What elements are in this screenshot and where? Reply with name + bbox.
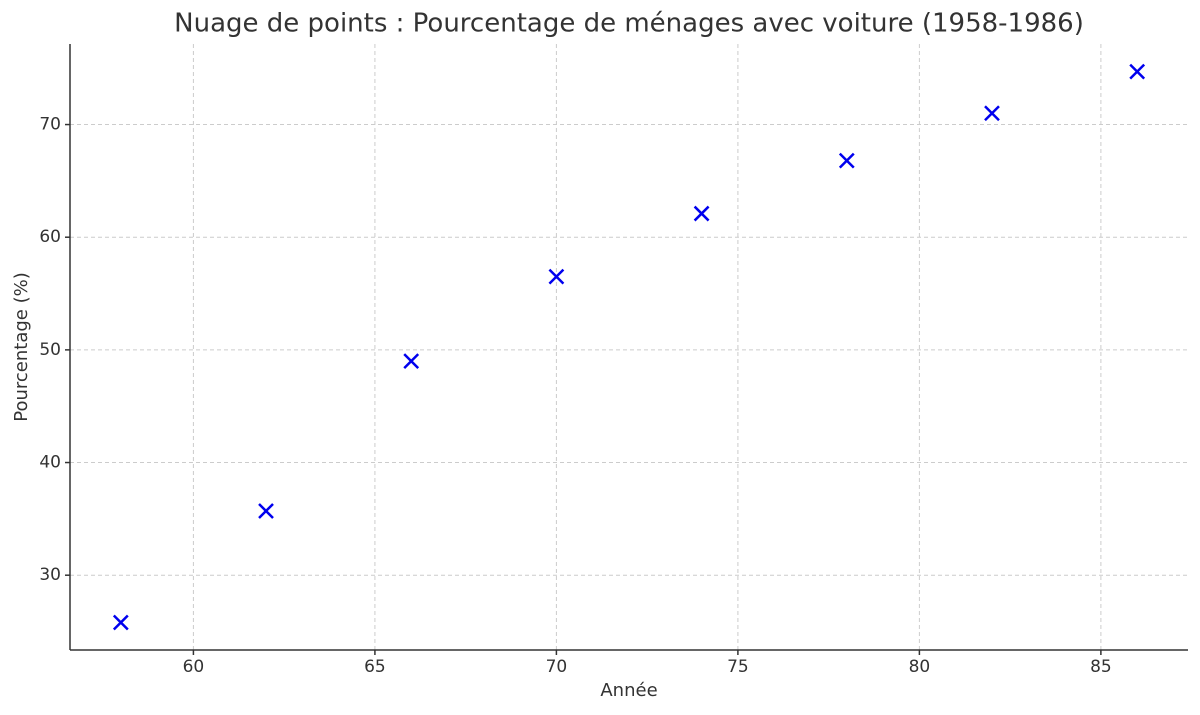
y-tick-label: 50 <box>39 340 61 360</box>
x-tick-label: 70 <box>546 657 568 677</box>
y-tick-label: 40 <box>39 453 61 473</box>
point <box>112 614 129 631</box>
y-tick-label: 70 <box>39 115 61 135</box>
point <box>1129 63 1146 80</box>
point <box>693 205 710 222</box>
y-tick-label: 30 <box>39 565 61 585</box>
point <box>548 268 565 285</box>
point <box>984 105 1000 122</box>
x-tick-label: 80 <box>909 657 931 677</box>
x-tick-label: 65 <box>364 657 386 677</box>
x-axis-label: Année <box>600 680 657 701</box>
chart-title: Nuage de points : Pourcentage de ménages… <box>174 9 1084 39</box>
x-tick-label: 85 <box>1090 657 1112 677</box>
x-tick-label: 60 <box>183 657 205 677</box>
y-axis-label: Pourcentage (%) <box>11 272 32 421</box>
point <box>838 152 855 169</box>
y-tick-label: 60 <box>39 227 61 247</box>
point <box>258 503 274 519</box>
x-tick-label: 75 <box>727 657 749 677</box>
point <box>403 353 420 370</box>
